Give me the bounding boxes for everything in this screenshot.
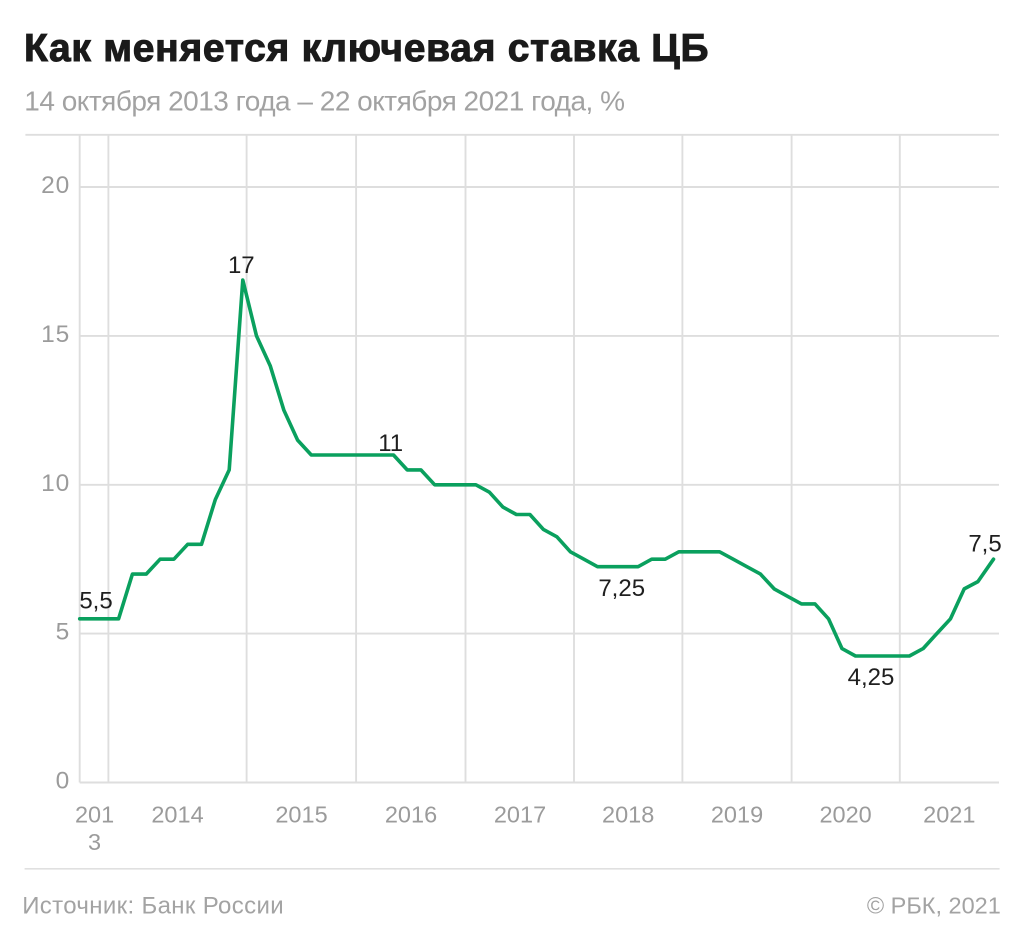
svg-text:5,5: 5,5 [79, 587, 112, 614]
svg-text:15: 15 [41, 321, 70, 348]
svg-text:5: 5 [56, 619, 70, 646]
svg-text:201: 201 [75, 802, 114, 828]
svg-text:2015: 2015 [275, 802, 327, 828]
svg-text:20: 20 [41, 172, 70, 199]
svg-text:3: 3 [88, 829, 101, 855]
svg-text:0: 0 [56, 768, 70, 795]
svg-text:Источник: Банк России: Источник: Банк России [22, 893, 284, 920]
svg-text:10: 10 [41, 470, 70, 497]
svg-text:2014: 2014 [151, 802, 203, 828]
svg-text:4,25: 4,25 [848, 664, 895, 691]
svg-text:7,5: 7,5 [968, 531, 1001, 558]
svg-text:17: 17 [228, 252, 255, 279]
svg-text:14 октября 2013 года – 22 октя: 14 октября 2013 года – 22 октября 2021 г… [24, 85, 624, 116]
svg-text:© РБК, 2021: © РБК, 2021 [867, 893, 1001, 919]
svg-text:2020: 2020 [819, 802, 871, 828]
svg-text:11: 11 [378, 430, 403, 457]
svg-text:2017: 2017 [494, 802, 546, 828]
svg-text:2016: 2016 [385, 802, 437, 828]
svg-text:Как меняется ключевая ставка Ц: Как меняется ключевая ставка ЦБ [24, 27, 709, 70]
svg-text:2019: 2019 [711, 802, 763, 828]
svg-text:7,25: 7,25 [598, 575, 645, 602]
svg-text:2018: 2018 [602, 802, 654, 828]
svg-text:2021: 2021 [923, 802, 975, 828]
